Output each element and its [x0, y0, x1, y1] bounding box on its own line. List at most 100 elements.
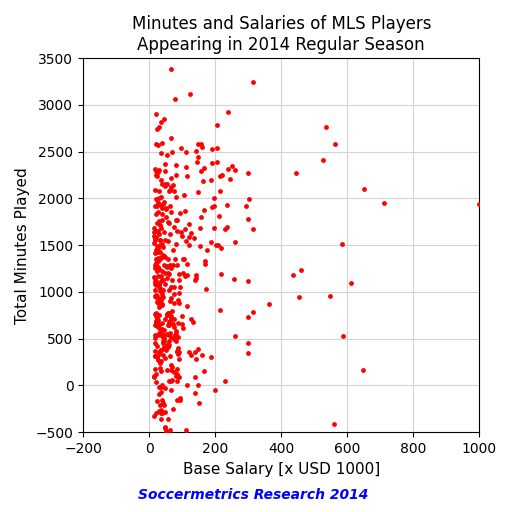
Point — [160, 252, 168, 260]
Point — [231, 239, 239, 247]
Point — [244, 349, 252, 357]
Point — [166, 311, 175, 319]
Point — [187, 350, 195, 358]
Point — [175, 270, 183, 279]
Point — [157, 367, 165, 375]
Point — [167, 314, 175, 322]
Point — [165, 487, 174, 495]
Point — [152, 312, 160, 321]
Point — [191, 276, 199, 284]
Point — [180, 191, 188, 199]
Point — [154, 263, 162, 271]
Point — [156, 248, 164, 256]
Point — [157, 410, 165, 418]
Point — [166, 186, 174, 194]
Point — [157, 176, 165, 184]
Point — [165, 269, 173, 278]
Point — [359, 367, 367, 375]
Point — [244, 339, 252, 347]
Point — [168, 148, 176, 156]
Point — [151, 338, 159, 347]
Point — [231, 166, 240, 174]
Point — [151, 274, 159, 283]
Point — [157, 194, 165, 202]
Point — [154, 316, 162, 325]
Point — [167, 183, 175, 191]
Point — [157, 276, 165, 285]
Point — [170, 315, 178, 324]
Point — [231, 332, 239, 340]
Point — [175, 296, 183, 304]
Point — [154, 297, 162, 306]
Point — [165, 318, 173, 327]
Point — [158, 325, 166, 333]
Point — [199, 177, 207, 185]
Point — [153, 245, 161, 253]
Point — [173, 347, 181, 355]
Point — [190, 234, 198, 242]
Point — [249, 225, 257, 233]
Point — [338, 240, 347, 248]
Point — [165, 377, 173, 386]
Point — [164, 255, 172, 263]
Point — [154, 313, 162, 322]
Point — [153, 280, 161, 288]
Point — [159, 293, 167, 301]
Point — [157, 254, 165, 262]
Point — [244, 313, 252, 321]
Point — [155, 256, 163, 264]
Point — [183, 260, 191, 268]
Point — [165, 308, 173, 316]
Point — [200, 164, 208, 173]
Point — [179, 324, 187, 332]
Point — [195, 399, 203, 407]
Point — [184, 447, 193, 455]
Point — [167, 366, 175, 374]
Point — [157, 252, 165, 261]
Point — [201, 257, 209, 265]
Point — [297, 266, 306, 274]
Point — [158, 204, 166, 212]
Point — [172, 332, 180, 340]
Point — [160, 326, 168, 334]
Point — [198, 143, 206, 151]
Point — [192, 273, 200, 282]
Point — [154, 315, 162, 324]
Point — [221, 377, 229, 385]
Point — [175, 289, 183, 297]
Point — [157, 415, 165, 423]
Point — [177, 144, 185, 153]
Point — [158, 251, 166, 259]
Point — [213, 121, 221, 129]
Point — [152, 47, 160, 55]
Point — [200, 206, 208, 214]
Point — [158, 139, 166, 147]
Point — [160, 115, 168, 123]
Point — [221, 225, 229, 233]
Point — [158, 290, 166, 298]
Point — [155, 321, 163, 329]
Point — [160, 261, 168, 269]
Point — [162, 212, 170, 221]
Point — [151, 234, 159, 242]
Point — [155, 217, 163, 225]
Point — [168, 363, 177, 371]
Point — [330, 420, 338, 429]
Point — [192, 271, 200, 280]
Point — [380, 199, 388, 207]
Point — [156, 241, 164, 249]
Point — [159, 351, 167, 359]
Point — [217, 244, 225, 252]
Point — [151, 280, 159, 288]
Point — [151, 449, 159, 457]
Point — [157, 148, 165, 157]
Point — [152, 260, 160, 268]
Point — [187, 229, 196, 238]
Point — [168, 375, 176, 383]
Point — [196, 224, 204, 232]
Point — [161, 408, 169, 416]
Point — [152, 309, 160, 317]
Point — [174, 350, 182, 358]
Point — [244, 215, 252, 223]
Point — [166, 202, 174, 210]
